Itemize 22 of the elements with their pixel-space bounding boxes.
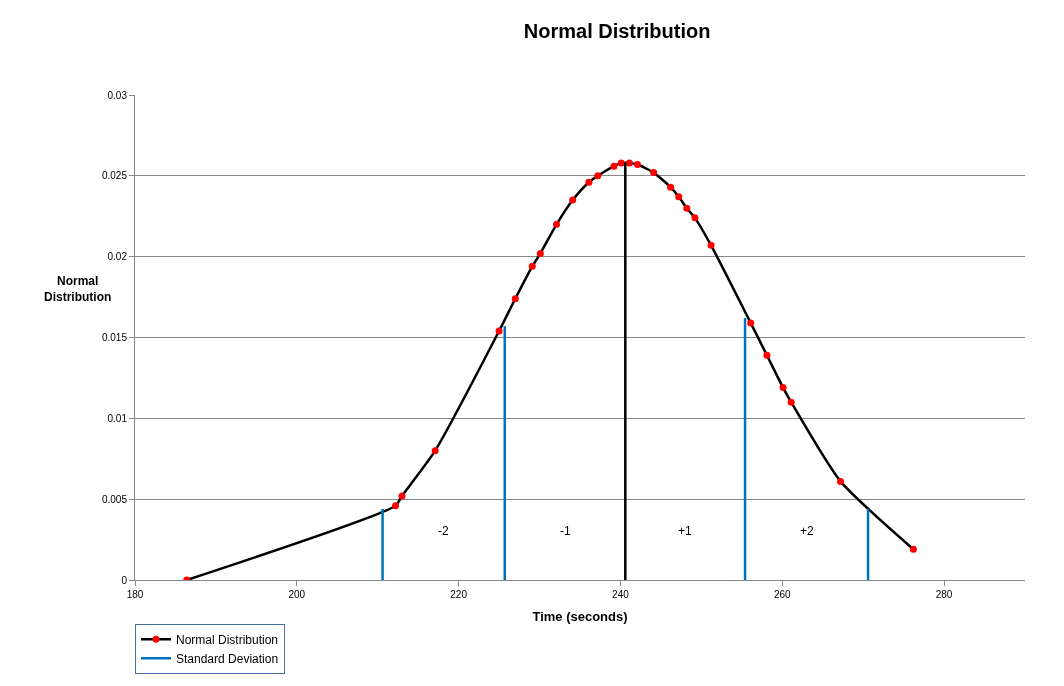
y-tick-label: 0.005 <box>101 493 128 505</box>
x-tick-label: 280 <box>935 589 953 600</box>
annotation: -1 <box>560 524 571 538</box>
x-tick-label: 200 <box>288 589 306 600</box>
y-tick-label: 0 <box>121 574 128 586</box>
y-tick-label: 0.015 <box>101 332 128 343</box>
y-tick-label: 0.03 <box>107 89 128 101</box>
y-tick-label: 0.01 <box>107 412 128 424</box>
legend-label: Normal Distribution <box>176 632 279 647</box>
x-axis-title: Time (seconds) <box>532 608 628 624</box>
y-tick-label: 0.025 <box>101 170 128 182</box>
x-tick-label: 220 <box>450 589 468 600</box>
x-tick-label: 260 <box>773 589 792 600</box>
y-axis-title: Normal Distribution <box>44 274 112 304</box>
x-tick-label: 180 <box>126 589 144 600</box>
chart-title: Normal Distribution <box>523 20 711 43</box>
x-tick-label: 240 <box>612 589 630 600</box>
y-tick-label: 0.02 <box>107 251 128 263</box>
legend-label: Standard Deviation <box>176 651 279 666</box>
annotation: -2 <box>438 524 449 538</box>
annotation: +1 <box>678 524 693 538</box>
annotation: +2 <box>800 524 815 538</box>
